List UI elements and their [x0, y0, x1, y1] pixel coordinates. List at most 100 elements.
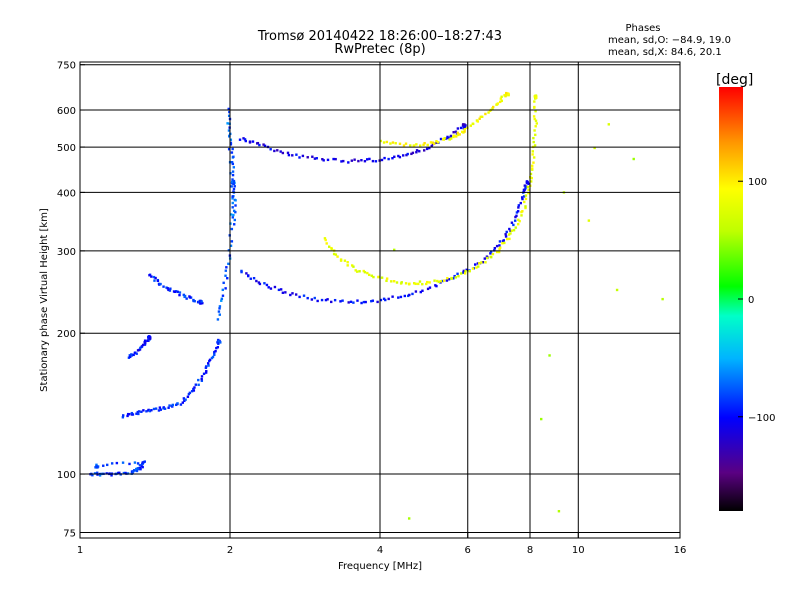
- data-point: [229, 143, 233, 146]
- data-point: [393, 248, 396, 252]
- data-point: [302, 294, 306, 297]
- data-point: [593, 146, 596, 150]
- data-point: [230, 227, 234, 231]
- data-point: [207, 364, 210, 367]
- data-point: [428, 281, 431, 284]
- data-point: [460, 130, 464, 134]
- data-point: [126, 414, 129, 418]
- data-point: [146, 339, 149, 343]
- data-point: [452, 277, 455, 280]
- data-point: [524, 205, 527, 208]
- data-point: [162, 285, 165, 288]
- data-point: [461, 123, 465, 126]
- data-point: [458, 133, 461, 136]
- data-point: [265, 283, 269, 287]
- data-point: [214, 349, 217, 353]
- data-point: [231, 197, 234, 200]
- data-point: [242, 137, 245, 140]
- data-point: [231, 216, 234, 219]
- data-point: [498, 247, 501, 251]
- data-point: [503, 241, 506, 245]
- data-point: [122, 414, 125, 417]
- data-point: [391, 157, 394, 160]
- data-point: [276, 149, 279, 152]
- data-point: [471, 267, 475, 270]
- data-point: [330, 300, 333, 304]
- data-point: [220, 297, 224, 300]
- data-point: [121, 416, 125, 419]
- data-point: [463, 126, 466, 129]
- data-point: [439, 137, 443, 141]
- data-point: [140, 345, 143, 349]
- data-point: [147, 337, 150, 340]
- data-point: [352, 301, 355, 304]
- data-point: [517, 206, 520, 209]
- data-point: [110, 474, 113, 477]
- data-point: [432, 142, 436, 145]
- data-point: [380, 276, 384, 279]
- data-point: [102, 464, 105, 467]
- data-point: [159, 408, 162, 411]
- data-point: [306, 296, 309, 300]
- data-point: [228, 110, 231, 114]
- data-point: [193, 386, 196, 389]
- data-point: [379, 139, 382, 143]
- data-point: [135, 352, 138, 355]
- data-point: [452, 131, 455, 134]
- data-point: [150, 409, 153, 412]
- data-point: [200, 377, 203, 381]
- data-point: [490, 255, 493, 259]
- data-point: [224, 269, 228, 272]
- data-point: [128, 462, 131, 466]
- data-point: [199, 302, 202, 305]
- data-point: [370, 274, 374, 277]
- y-axis-label: Stationary phase Virtual Height [km]: [39, 208, 50, 392]
- data-point: [370, 299, 373, 303]
- data-point: [461, 124, 465, 127]
- y-axis-ticks: 75 100 200 300 400 500 600 750: [57, 61, 85, 540]
- data-point: [527, 182, 530, 186]
- data-point: [179, 403, 183, 406]
- data-point: [201, 301, 204, 305]
- data-point: [531, 164, 534, 167]
- data-point: [200, 300, 203, 303]
- data-point: [433, 279, 436, 282]
- data-point: [187, 392, 191, 396]
- data-point: [186, 395, 190, 398]
- data-point: [382, 141, 386, 144]
- data-point: [523, 200, 526, 204]
- data-point: [533, 129, 536, 132]
- data-point: [185, 297, 188, 300]
- y-tick-label: 400: [57, 188, 76, 199]
- data-point: [497, 250, 501, 254]
- data-point: [216, 318, 220, 321]
- data-point: [248, 141, 252, 144]
- data-point: [534, 133, 537, 137]
- data-point: [486, 256, 489, 260]
- data-point: [435, 284, 438, 288]
- data-point: [524, 206, 527, 210]
- data-point: [506, 237, 509, 241]
- data-point: [521, 210, 524, 213]
- data-point: [132, 469, 136, 472]
- data-point: [301, 154, 305, 158]
- data-point: [446, 136, 450, 140]
- data-point: [448, 138, 451, 141]
- data-point: [382, 297, 386, 301]
- data-point: [132, 353, 135, 357]
- data-point: [326, 298, 329, 301]
- data-point: [137, 412, 140, 416]
- data-point: [98, 474, 102, 477]
- data-point: [398, 155, 402, 159]
- data-point: [233, 209, 236, 213]
- data-point: [130, 470, 134, 473]
- data-point: [496, 102, 500, 105]
- data-point: [429, 141, 433, 144]
- data-point: [477, 265, 480, 268]
- data-point: [358, 270, 361, 273]
- data-point: [221, 294, 225, 297]
- data-point: [520, 214, 523, 217]
- data-point: [128, 355, 132, 359]
- data-point: [133, 461, 137, 464]
- data-point: [232, 182, 235, 185]
